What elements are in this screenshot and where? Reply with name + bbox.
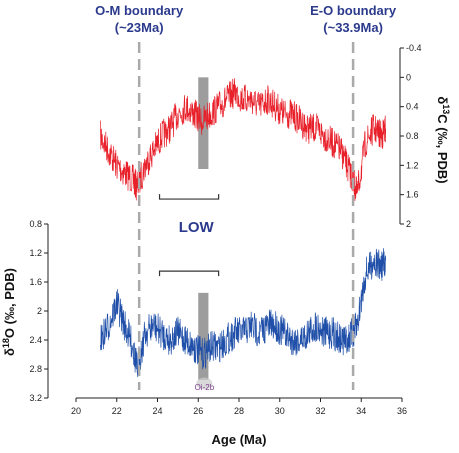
- boundary-label-0: O-M boundary: [95, 3, 184, 18]
- top-y-tick-label-0.8: 0.8: [406, 131, 419, 141]
- boundary-age-1: (~33.9Ma): [323, 20, 383, 35]
- top-y-tick-label-0: 0: [406, 72, 411, 82]
- x-tick-label-22: 22: [112, 406, 122, 416]
- oi-2b-annotation: Oi-2b: [195, 383, 215, 392]
- highlight-band-bottom: [198, 292, 209, 380]
- top-y-tick-label-0.4: 0.4: [406, 102, 419, 112]
- x-tick-label-28: 28: [234, 406, 244, 416]
- bracket-bottom: [158, 270, 220, 277]
- x-tick-label-36: 36: [397, 406, 407, 416]
- x-tick-label-26: 26: [193, 406, 203, 416]
- boundary-label-1: E-O boundary: [310, 3, 397, 18]
- top-y-tick-label--0.4: -0.4: [406, 43, 422, 53]
- bottom-y-tick-label-2: 2: [37, 306, 42, 316]
- oi-2b-marker: [196, 377, 213, 390]
- boundary-age-0: (~23Ma): [115, 20, 164, 35]
- bottom-y-tick-label-1.2: 1.2: [29, 248, 42, 258]
- low-annotation: LOW: [179, 219, 215, 236]
- x-tick-label-24: 24: [152, 406, 162, 416]
- top-y-tick-label-1.2: 1.2: [406, 160, 419, 170]
- x-tick-label-30: 30: [275, 406, 285, 416]
- bottom-y-tick-label-1.6: 1.6: [29, 277, 42, 287]
- bottom-y-tick-label-2.8: 2.8: [29, 364, 42, 374]
- top-y-tick-label-2: 2: [406, 219, 411, 229]
- bracket-top: [158, 194, 220, 200]
- x-tick-label-20: 20: [71, 406, 81, 416]
- series-layer: [100, 78, 387, 378]
- brackets-layer: [158, 194, 220, 277]
- x-tick-label-32: 32: [315, 406, 325, 416]
- boundary-lines-layer: [137, 42, 355, 390]
- series-line-d13c-0: [100, 78, 387, 201]
- series-line-d18o-0: [100, 248, 387, 378]
- axes-layer: [44, 47, 404, 402]
- bottom-y-tick-label-0.8: 0.8: [29, 219, 42, 229]
- top-y-tick-label-1.6: 1.6: [406, 190, 419, 200]
- x-tick-label-34: 34: [356, 406, 366, 416]
- bottom-y-axis-title: δ18O (‰, PDB): [1, 268, 17, 356]
- bottom-y-tick-label-2.4: 2.4: [29, 335, 42, 345]
- text-layer: O-M boundary (~23Ma) E-O boundary (~33.9Ma)…: [1, 3, 451, 447]
- top-y-axis-title: δ13C (‰, PDB): [435, 96, 451, 183]
- x-axis-title: Age (Ma): [212, 432, 267, 447]
- bottom-y-tick-label-3.2: 3.2: [29, 393, 42, 403]
